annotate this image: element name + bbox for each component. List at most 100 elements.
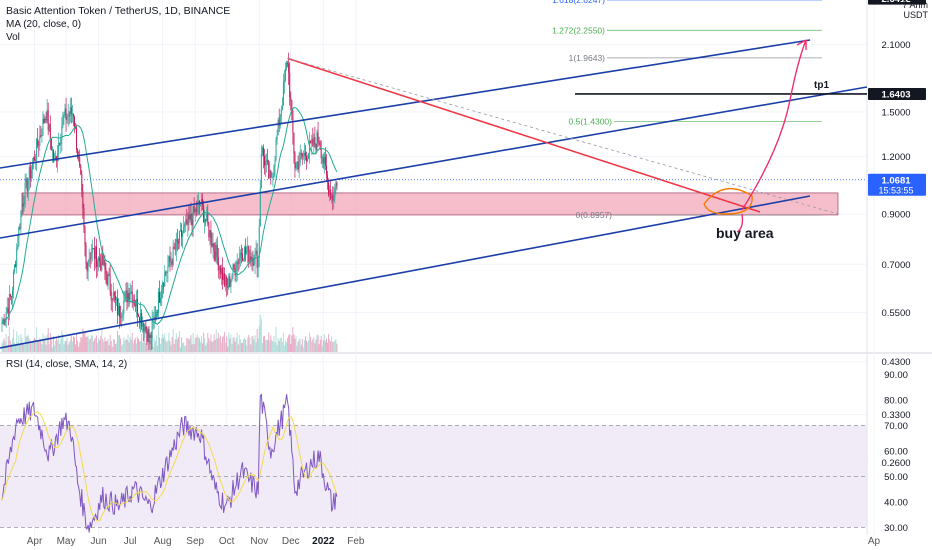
price-tag-bg [868,87,926,100]
candle-body [211,243,213,247]
candle-body [187,214,189,225]
candle-body [9,294,11,297]
volume-bar [149,338,151,352]
volume-bar [241,342,243,352]
candle-body [146,330,148,342]
candle-body [201,199,202,205]
candle-body [222,268,223,281]
candle-body [224,273,226,286]
volume-bar [322,340,324,352]
candle-body [177,241,179,244]
volume-bar [51,347,53,352]
candle-body [216,244,218,258]
volume-bar [144,338,146,352]
volume-bar [71,341,73,352]
rsi-legend[interactable]: RSI (14, close, SMA, 14, 2) [6,359,128,370]
volume-bar [229,338,231,352]
volume-bar [119,335,121,352]
volume-bar [126,339,128,352]
candle-body [260,153,262,189]
candle-body [273,165,275,177]
time-axis-label: Ap [868,536,881,547]
volume-bar [315,339,317,352]
volume-bar [34,337,36,352]
candle-body [269,170,271,178]
candle-body [193,206,195,213]
projection-arrow [741,39,807,211]
volume-bar [104,337,106,352]
candle-body [54,159,55,161]
rsi-tick-label: 60.00 [884,446,908,457]
price-axis: 6.00005.00004.25003.50002.10001.50001.20… [868,0,926,534]
candle-body [119,305,121,318]
volume-bar [283,345,285,352]
candle-body [123,300,125,314]
candle-body [114,295,116,300]
drawings: tp3tp2tp1buy area [0,39,868,349]
volume-bar [246,345,248,352]
candle-body [196,203,198,213]
volume-bar [210,334,212,352]
candle-body [27,180,29,192]
candle-body [37,138,39,146]
volume-bar [166,342,168,352]
volume-bar [217,332,219,352]
chart-title: Basic Attention Token / TetherUS, 1D, BI… [6,5,231,17]
tp1-label: tp1 [814,80,829,91]
candle-body [180,229,181,231]
volume-bar [331,336,333,352]
candle-body [276,134,278,141]
volume-bar [298,339,300,352]
candle-body [103,260,105,266]
focus-ellipse [703,187,753,215]
volume-bar [187,337,189,352]
candle-body [78,157,80,159]
candle-body [121,314,123,318]
unit-bottom: USDT [903,10,929,20]
volume-bar [188,339,190,352]
candle-body [112,292,114,301]
rsi-tick-label: 80.00 [884,395,908,406]
candle-body [164,272,166,287]
candle-body [49,124,51,139]
candle-body [251,257,253,261]
candle-body [319,142,321,149]
channel-bottom-line [0,195,811,349]
volume-bar [93,339,95,352]
fib-label: 1(1.9643) [569,53,606,63]
volume-bar [181,337,183,352]
candle-body [240,252,242,254]
candle-body [249,256,251,263]
volume-bar [102,339,104,352]
candle-body [259,188,261,227]
vol-legend[interactable]: Vol [6,32,20,43]
candle-body [301,153,303,157]
volume-bar [296,345,298,352]
volume-bar [73,337,75,352]
fibonacci-levels: 4.272(5.4609)3.272(4.3922)2.618(3.6933)1… [552,0,822,220]
candle-body [333,197,335,201]
candle-body [154,316,156,320]
time-axis-label: Jul [124,536,137,547]
candle-body [223,273,225,281]
ma-legend[interactable]: MA (20, close, 0) [6,19,82,30]
candle-body [79,157,81,166]
volume-bar [203,332,205,352]
volume-bar [278,340,280,352]
candle-body [274,159,276,166]
candle-body [69,107,71,116]
candle-body [280,109,282,117]
volume-bar [209,340,211,352]
candle-body [156,312,158,314]
arrow-head [796,39,807,50]
candle-body [281,104,283,110]
volume-bar [26,336,28,352]
candle-body [33,156,34,164]
volume-bar [247,337,249,352]
support-zone [21,192,839,216]
candle-body [189,214,191,220]
volume-bar [256,328,258,352]
candle-body [136,298,138,315]
candle-body [306,156,307,162]
